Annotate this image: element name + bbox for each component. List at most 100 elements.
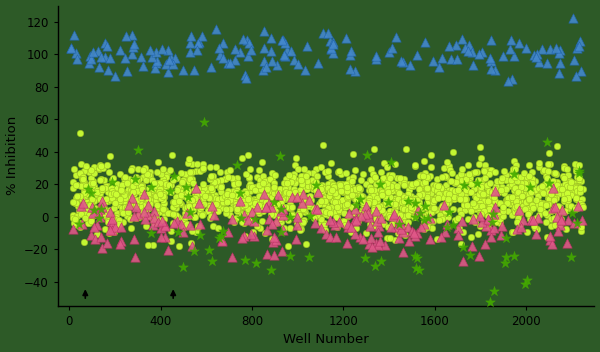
Point [160,207,170,213]
Point [447,170,457,176]
Point [515,221,524,227]
Point [292,214,302,219]
Point [319,220,329,226]
Point [471,195,481,201]
Point [440,173,450,178]
Point [157,218,167,224]
Point [407,181,417,187]
Point [73,200,83,206]
Point [92,222,101,227]
Point [193,198,203,203]
Point [328,220,338,225]
Point [483,216,493,222]
Point [491,183,500,189]
Point [564,185,574,190]
Point [151,183,160,189]
Point [414,187,424,192]
Point [308,186,318,191]
Point [216,189,226,195]
Point [173,214,183,220]
Point [482,184,492,190]
Point [571,205,581,210]
Point [331,234,341,240]
Point [341,36,351,41]
Point [350,167,359,173]
Point [410,213,420,219]
Point [469,214,479,220]
Point [400,202,410,208]
Point [368,171,378,176]
Point [161,174,171,180]
Point [246,48,256,53]
Point [413,179,423,185]
Point [506,37,516,43]
Point [199,186,208,191]
Point [299,199,309,205]
Point [259,45,268,51]
Point [383,199,393,205]
Point [406,183,415,189]
Point [554,203,563,209]
Point [280,196,290,202]
Point [231,202,241,207]
Point [80,215,90,220]
Point [181,215,190,220]
Point [103,209,113,215]
Point [169,211,178,217]
Point [392,225,402,230]
Point [256,187,265,193]
Point [577,196,587,202]
Point [363,201,373,206]
Point [532,197,541,203]
Point [148,187,158,193]
Point [319,208,329,214]
Point [420,39,430,44]
Point [336,172,346,177]
Point [482,212,492,218]
Point [555,183,565,189]
Point [427,226,436,231]
Point [175,184,184,190]
Point [395,211,404,216]
Point [532,226,541,232]
Point [574,171,584,176]
Point [453,225,463,231]
Point [350,69,360,74]
Point [502,196,512,202]
Point [423,203,433,209]
Point [303,195,313,200]
Point [136,203,145,209]
Point [290,195,299,201]
Point [468,216,478,221]
Point [316,199,325,204]
Point [351,202,361,208]
Point [393,230,403,236]
Point [415,173,424,179]
Point [394,190,404,196]
Point [258,208,268,214]
Point [484,188,494,194]
Point [88,210,98,215]
Point [414,199,424,205]
Point [397,206,406,211]
Point [328,183,338,188]
Point [555,222,565,228]
Point [380,242,390,247]
Point [161,174,171,180]
Point [128,200,138,206]
Point [88,180,97,186]
Point [149,187,158,193]
Point [332,199,341,205]
Point [460,45,470,51]
Point [346,48,356,54]
Point [121,199,130,204]
Point [421,215,430,221]
Point [215,170,225,175]
Point [284,190,293,196]
Point [569,57,579,63]
Point [358,208,367,213]
Point [509,171,519,177]
Point [296,207,305,213]
Point [313,189,322,195]
Point [284,179,294,184]
